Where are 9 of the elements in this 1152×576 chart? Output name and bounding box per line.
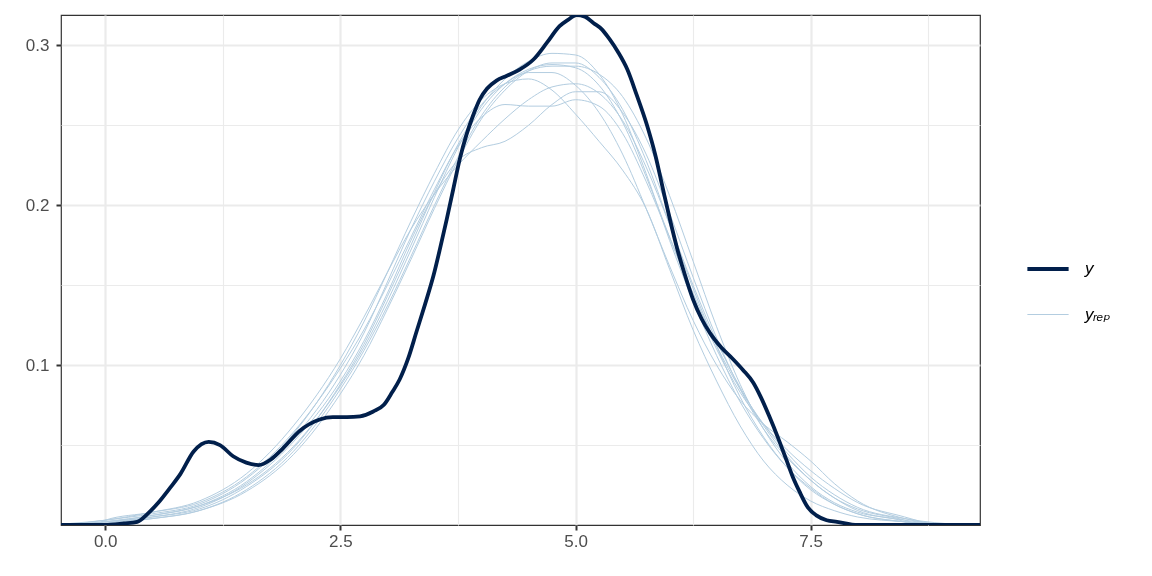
x-tick-label: 5.0 — [564, 531, 588, 551]
legend-label: yᵣₑₚ — [1084, 304, 1111, 324]
y-tick-label: 0.2 — [25, 195, 50, 215]
legend-label: y — [1084, 259, 1095, 278]
y-tick-label: 0.3 — [25, 35, 50, 55]
x-tick-label: 0.0 — [93, 531, 118, 551]
x-tick-label: 7.5 — [799, 531, 824, 551]
y-tick-label: 0.1 — [25, 355, 50, 375]
x-tick-label: 2.5 — [329, 531, 353, 551]
